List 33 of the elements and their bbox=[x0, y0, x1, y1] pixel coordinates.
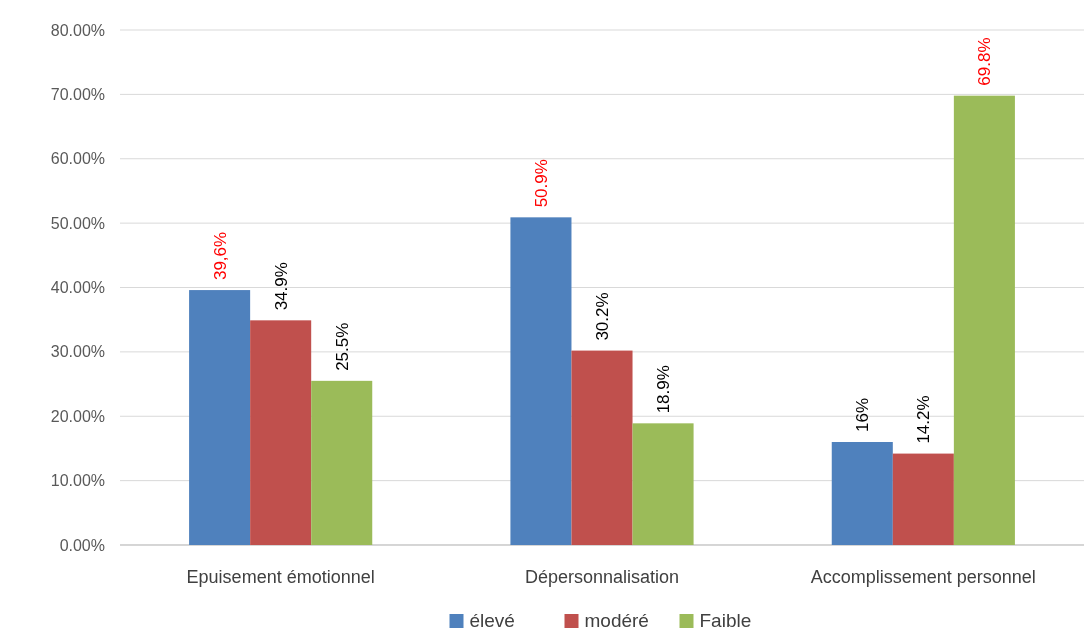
x-tick-label: Epuisement émotionnel bbox=[186, 567, 375, 587]
y-tick-label: 0.00% bbox=[59, 536, 105, 554]
y-tick-label: 60.00% bbox=[50, 150, 105, 168]
data-label: 16% bbox=[853, 397, 873, 432]
bar bbox=[250, 320, 312, 545]
data-label: 18.9% bbox=[654, 365, 674, 414]
x-tick-label: Dépersonnalisation bbox=[524, 567, 680, 587]
legend-label: Faible bbox=[699, 610, 752, 631]
y-tick-label: 30.00% bbox=[50, 343, 105, 361]
bar bbox=[311, 380, 373, 545]
data-label: 34.9% bbox=[271, 262, 291, 311]
data-label: 14.2% bbox=[914, 395, 934, 444]
bar bbox=[510, 217, 572, 545]
bar bbox=[953, 95, 1015, 545]
bar bbox=[189, 290, 251, 545]
y-tick-label: 50.00% bbox=[50, 214, 105, 232]
data-label: 25.5% bbox=[332, 322, 352, 371]
data-label: 30.2% bbox=[593, 292, 612, 341]
y-tick-label: 80.00% bbox=[50, 21, 105, 39]
bar bbox=[632, 423, 694, 545]
bar bbox=[571, 350, 633, 545]
y-tick-label: 70.00% bbox=[50, 85, 105, 103]
legend-label: modéré bbox=[584, 610, 649, 631]
data-label: 39,6% bbox=[210, 231, 230, 281]
data-label: 50.9% bbox=[531, 159, 551, 208]
bar bbox=[831, 442, 893, 545]
x-tick-label: Accomplissement personnel bbox=[810, 567, 1036, 587]
data-label: 69.8% bbox=[975, 37, 995, 86]
bar bbox=[892, 453, 954, 545]
legend-label: élevé bbox=[469, 610, 515, 631]
y-tick-label: 10.00% bbox=[50, 472, 105, 490]
y-tick-label: 20.00% bbox=[50, 407, 105, 425]
y-tick-label: 40.00% bbox=[50, 279, 105, 297]
